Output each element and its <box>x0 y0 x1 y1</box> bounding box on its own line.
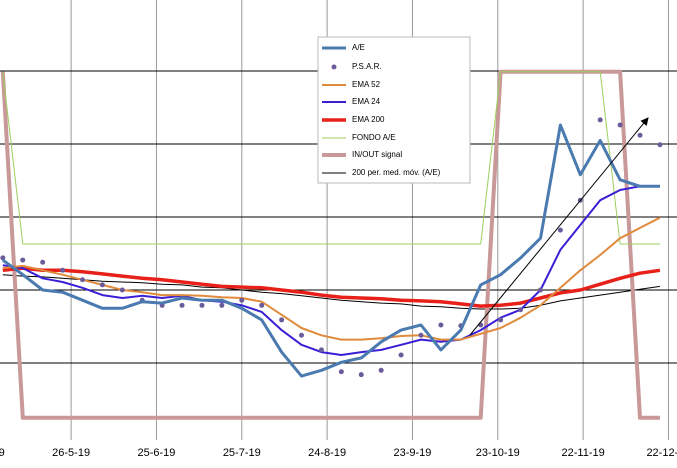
legend-label: EMA 200 <box>352 115 385 124</box>
psar-dot <box>398 352 404 358</box>
series-line <box>2 71 660 245</box>
x-tick-label: 26-5-19 <box>52 447 90 459</box>
legend-label: IN/OUT signal <box>352 150 402 159</box>
psar-dot <box>617 122 623 128</box>
plot-area <box>0 69 663 420</box>
psar-dot <box>597 117 603 123</box>
psar-dot <box>637 132 643 138</box>
x-axis: 26-4-19 26-5-19 25-6-19 25-7-19 24-8-19 23-9-… <box>0 447 677 459</box>
grid <box>0 0 677 440</box>
series-line <box>2 216 661 341</box>
x-tick-label: 25-7-19 <box>223 447 261 459</box>
psar-dot <box>259 302 265 308</box>
x-tick-label: 26-4-19 <box>0 447 5 459</box>
legend-swatch <box>331 64 337 70</box>
series-line <box>1 123 660 378</box>
psar-dot <box>418 332 424 338</box>
psar-dot <box>60 267 66 273</box>
psar-dot <box>438 322 444 328</box>
legend-label: 200 per. med. móv. (A/E) <box>352 168 441 177</box>
psar-dot <box>557 227 563 233</box>
psar-dot <box>0 255 6 261</box>
psar-dot <box>40 259 46 265</box>
legend-label: EMA 24 <box>352 97 381 106</box>
psar-dot <box>518 307 524 313</box>
psar-dot <box>378 367 384 373</box>
series-line <box>2 185 660 356</box>
x-tick-label: 22-12-19 <box>646 447 677 459</box>
psar-dot <box>498 317 504 323</box>
psar-dot <box>318 347 324 353</box>
psar-dot <box>179 302 185 308</box>
psar-dot <box>299 332 305 338</box>
legend-label: FONDO A/E <box>352 133 396 142</box>
psar-dot <box>239 297 245 303</box>
trend-arrow <box>469 117 649 336</box>
psar-dot <box>279 317 285 323</box>
psar-dot <box>358 372 364 378</box>
psar-dot <box>199 302 205 308</box>
psar-dot <box>20 257 26 263</box>
x-tick-label: 22-11-19 <box>562 447 605 459</box>
psar-dot <box>219 302 225 308</box>
psar-dot <box>99 282 105 288</box>
series-line <box>2 274 660 310</box>
legend-box <box>317 36 471 184</box>
psar-dot <box>338 369 344 375</box>
x-tick-label: 24-8-19 <box>308 447 346 459</box>
x-tick-label: 25-6-19 <box>137 447 175 459</box>
x-tick-label: 23-10-19 <box>476 447 520 459</box>
legend-label: EMA 52 <box>352 80 381 89</box>
legend-label: A/E <box>352 43 365 52</box>
psar-dot <box>119 287 125 293</box>
psar-dot <box>657 142 663 148</box>
x-tick-label: 23-9-19 <box>393 447 431 459</box>
psar-dot <box>79 277 85 283</box>
psar-dot <box>537 287 543 293</box>
legend: A/E P.S.A.R. EMA 52 EMA 24 EMA 200 FONDO A/E I… <box>317 36 471 184</box>
legend-label: P.S.A.R. <box>352 62 382 71</box>
